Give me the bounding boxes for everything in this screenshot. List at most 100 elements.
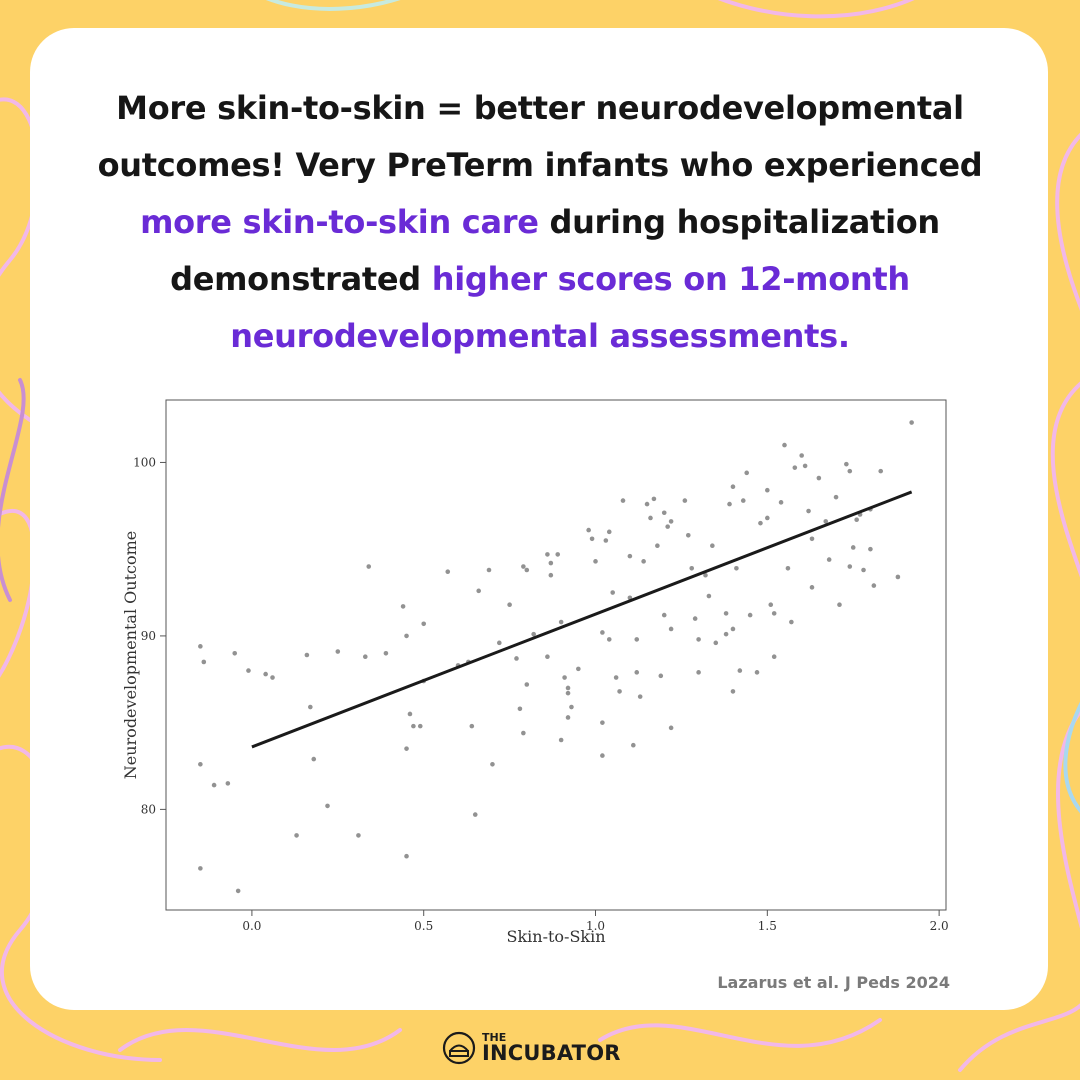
data-point	[668, 725, 674, 731]
data-point	[445, 569, 451, 575]
data-point	[246, 668, 251, 673]
data-point	[548, 572, 554, 578]
data-point	[606, 637, 612, 642]
data-point	[469, 723, 475, 729]
data-point	[737, 668, 743, 673]
data-point	[651, 496, 657, 502]
data-point	[335, 649, 341, 654]
data-point	[620, 498, 626, 503]
data-point	[823, 519, 829, 524]
data-point	[734, 565, 739, 571]
data-point	[613, 675, 619, 680]
headline-highlight-2: higher scores on 12-month neurodevelopme…	[230, 260, 910, 355]
brand-logo: THE INCUBATOR	[442, 1028, 621, 1068]
x-tick-label: 0.0	[242, 919, 261, 933]
data-point	[816, 475, 822, 481]
data-point	[548, 560, 554, 566]
data-point	[400, 604, 406, 609]
data-point	[844, 461, 849, 467]
data-points	[198, 420, 914, 894]
data-point	[782, 442, 787, 448]
data-point	[771, 654, 777, 660]
data-point	[723, 631, 729, 637]
data-point	[634, 670, 640, 675]
data-point	[294, 833, 299, 838]
data-point	[586, 527, 591, 533]
data-point	[765, 487, 770, 493]
data-point	[703, 572, 708, 578]
data-point	[850, 545, 856, 550]
data-point	[606, 529, 612, 535]
x-tick-label: 0.5	[414, 919, 433, 933]
content-card	[30, 28, 1048, 1010]
brand-name: INCUBATOR	[482, 1041, 621, 1065]
data-point	[507, 602, 512, 607]
data-point	[747, 612, 753, 618]
data-point	[634, 637, 640, 642]
data-point	[514, 656, 519, 661]
data-point	[497, 640, 502, 646]
data-point	[809, 585, 815, 590]
data-point	[569, 704, 574, 710]
data-point	[521, 564, 526, 569]
data-point	[617, 689, 622, 694]
data-point	[308, 704, 313, 710]
headline: More skin-to-skin = better neurodevelopm…	[70, 80, 1010, 365]
data-point	[878, 468, 884, 474]
data-point	[311, 756, 317, 762]
data-point	[895, 574, 901, 580]
data-point	[713, 640, 719, 646]
data-point	[627, 553, 633, 559]
x-axis-ticks: 0.0 0.5 1.0 1.5 2.0	[242, 910, 949, 933]
data-point	[404, 746, 409, 751]
data-point	[558, 619, 564, 625]
data-point	[576, 666, 581, 672]
data-point	[861, 567, 866, 573]
data-point	[744, 470, 750, 476]
data-point	[600, 753, 605, 758]
data-point	[655, 543, 660, 549]
headline-highlight-1: more skin-to-skin care	[140, 203, 539, 241]
data-point	[789, 619, 794, 625]
data-point	[730, 626, 736, 632]
data-point	[517, 706, 523, 712]
data-point	[727, 501, 732, 507]
data-point	[201, 659, 207, 665]
data-point	[909, 420, 914, 425]
plot-frame	[165, 399, 947, 911]
data-point	[802, 463, 808, 469]
data-point	[696, 637, 701, 642]
x-tick-label: 1.0	[586, 919, 605, 933]
data-point	[407, 711, 413, 717]
data-point	[854, 517, 859, 522]
data-point	[682, 498, 688, 503]
data-point	[868, 546, 873, 552]
data-point	[723, 611, 729, 616]
data-point	[524, 682, 530, 687]
y-axis-label: Neurodevelopmental Outcome	[121, 531, 140, 779]
data-point	[837, 602, 842, 607]
data-point	[593, 559, 598, 564]
y-tick-label: 100	[133, 455, 156, 469]
data-point	[198, 644, 203, 649]
data-point	[706, 593, 712, 599]
data-point	[631, 742, 636, 748]
data-point	[689, 565, 695, 571]
data-point	[641, 559, 646, 564]
data-point	[730, 689, 736, 694]
data-point	[235, 888, 241, 894]
data-point	[710, 543, 715, 549]
data-point	[356, 833, 361, 838]
x-tick-label: 2.0	[930, 919, 949, 933]
x-tick-label: 1.5	[758, 919, 777, 933]
data-point	[366, 564, 372, 569]
data-point	[600, 720, 605, 725]
data-point	[476, 588, 481, 594]
data-point	[785, 565, 791, 571]
data-point	[232, 650, 238, 656]
trend-line	[251, 490, 913, 749]
data-point	[545, 552, 550, 557]
data-point	[304, 652, 310, 658]
data-point	[778, 500, 784, 505]
data-point	[665, 524, 670, 529]
